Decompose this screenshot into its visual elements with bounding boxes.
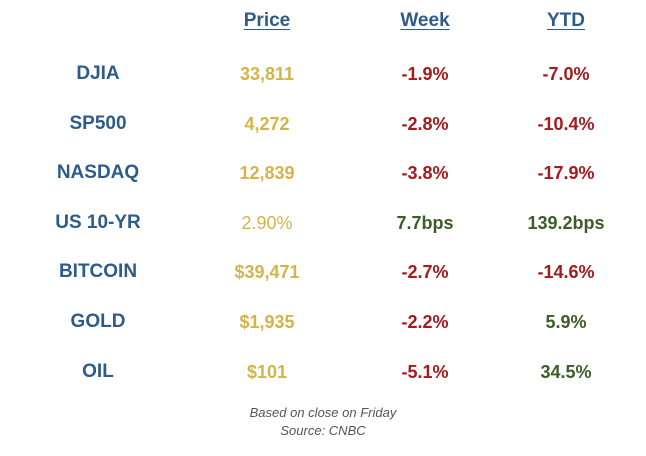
price-value: 12,839 bbox=[239, 163, 295, 183]
ytd-change: -7.0% bbox=[542, 64, 590, 84]
week-change: -3.8% bbox=[401, 163, 449, 183]
ticker-name: DJIA bbox=[76, 63, 120, 84]
price-value: 2.90% bbox=[241, 213, 293, 233]
price-value: $39,471 bbox=[234, 262, 300, 282]
table-row: NASDAQ 12,839 -3.8% -17.9% bbox=[0, 158, 646, 188]
table-row: US 10-YR 2.90% 7.7bps 139.2bps bbox=[0, 208, 646, 238]
week-change: -2.2% bbox=[401, 312, 449, 332]
week-change: -2.8% bbox=[401, 114, 449, 134]
price-value: 4,272 bbox=[244, 114, 290, 134]
header-ytd: YTD bbox=[547, 10, 585, 31]
ytd-change: -10.4% bbox=[537, 114, 595, 134]
week-change: -5.1% bbox=[401, 362, 449, 382]
ticker-name: US 10-YR bbox=[55, 212, 141, 233]
table-row: OIL $101 -5.1% 34.5% bbox=[0, 357, 646, 387]
ticker-name: OIL bbox=[82, 361, 114, 382]
header-week: Week bbox=[400, 10, 450, 31]
week-change: -1.9% bbox=[401, 64, 449, 84]
table-row: SP500 4,272 -2.8% -10.4% bbox=[0, 109, 646, 139]
price-value: $1,935 bbox=[239, 312, 295, 332]
footer-source: Source: CNBC bbox=[280, 423, 366, 438]
table-row: BITCOIN $39,471 -2.7% -14.6% bbox=[0, 257, 646, 287]
ticker-name: NASDAQ bbox=[56, 162, 140, 183]
price-value: $101 bbox=[246, 362, 288, 382]
ytd-change: 34.5% bbox=[540, 362, 592, 382]
ytd-change: -14.6% bbox=[537, 262, 595, 282]
ytd-change: -17.9% bbox=[537, 163, 595, 183]
ytd-change: 139.2bps bbox=[527, 213, 605, 233]
header-price: Price bbox=[243, 10, 291, 31]
ticker-name: SP500 bbox=[69, 113, 127, 134]
price-value: 33,811 bbox=[239, 64, 295, 84]
footer-note: Based on close on Friday bbox=[249, 405, 397, 420]
ticker-name: GOLD bbox=[70, 311, 126, 332]
table-row: DJIA 33,811 -1.9% -7.0% bbox=[0, 59, 646, 89]
ytd-change: 5.9% bbox=[545, 312, 587, 332]
week-change: 7.7bps bbox=[396, 213, 454, 233]
table-row: GOLD $1,935 -2.2% 5.9% bbox=[0, 307, 646, 337]
ticker-name: BITCOIN bbox=[58, 261, 138, 282]
week-change: -2.7% bbox=[401, 262, 449, 282]
